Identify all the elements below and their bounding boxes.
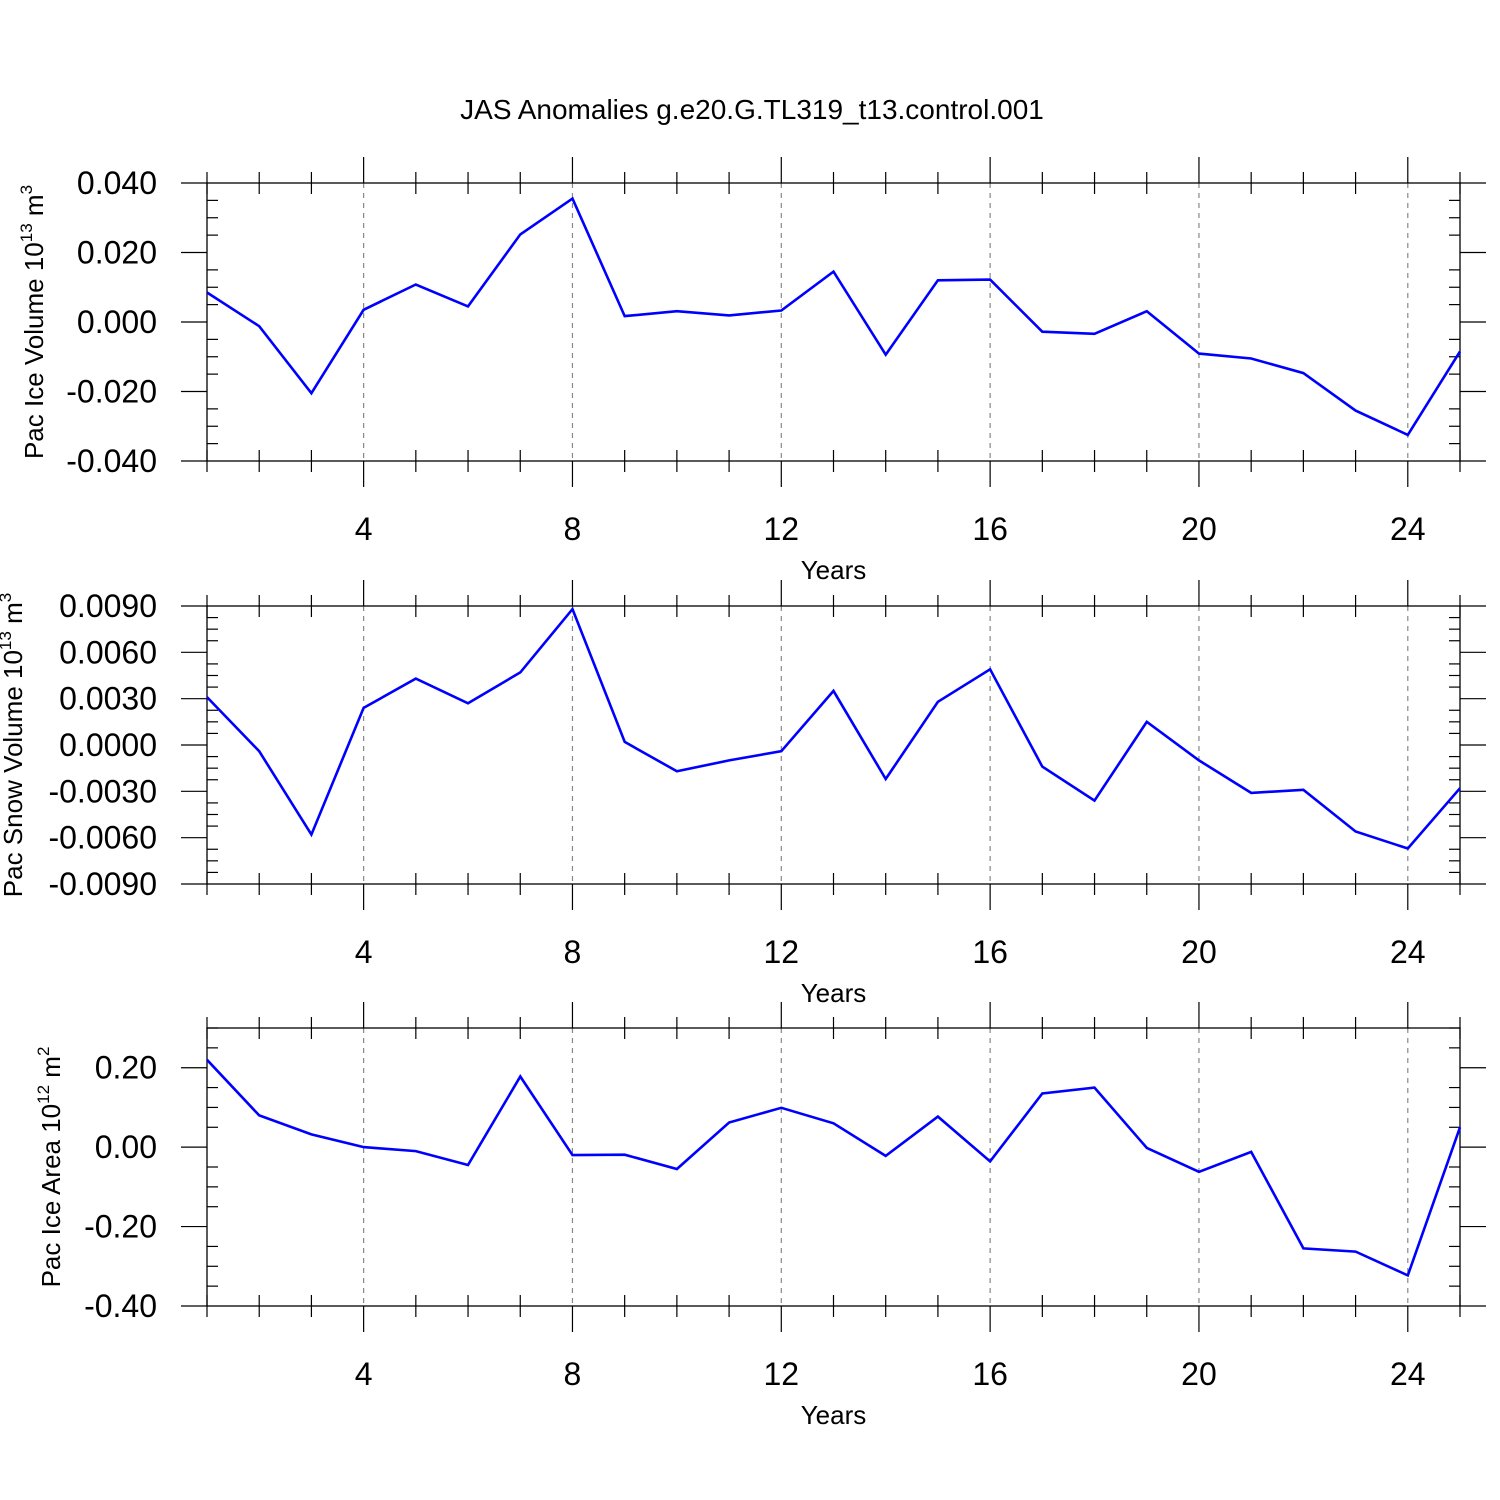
y-tick-label: 0.0090 — [59, 588, 157, 624]
y-axis-label: Pac Ice Volume 1013 m3 — [17, 185, 49, 459]
x-tick-label: 20 — [1181, 934, 1217, 970]
series-line — [206, 606, 1461, 851]
plot-frame — [206, 182, 1461, 462]
y-tick-label: 0.20 — [95, 1050, 157, 1086]
y-tick-label: -0.40 — [84, 1288, 157, 1324]
x-tick-label: 8 — [564, 934, 582, 970]
panel-2: -0.0090 -0.0060 -0.0030 0.0000 0.0030 0.0060 0… — [0, 580, 1486, 1008]
series-line — [206, 196, 1462, 437]
y-tick-label: 0.000 — [77, 304, 157, 340]
x-tick-label: 20 — [1181, 1356, 1217, 1392]
y-tick-label: -0.040 — [66, 443, 157, 479]
x-tick-label: 12 — [763, 511, 799, 547]
x-tick-label: 24 — [1390, 511, 1426, 547]
x-tick-label: 24 — [1390, 934, 1426, 970]
y-tick-label: 0.00 — [95, 1129, 157, 1165]
y-axis-label: Pac Ice Area 1012 m2 — [34, 1047, 66, 1288]
chart-title: JAS Anomalies g.e20.G.TL319_t13.control.… — [460, 94, 1044, 125]
x-tick-label: 8 — [564, 1356, 582, 1392]
y-tick-label: -0.0090 — [48, 866, 157, 902]
y-tick-label: -0.0030 — [48, 773, 157, 809]
panel-1: -0.040 -0.020 0.000 0.020 0.040 4 8 12 16 20 24 Yea… — [17, 157, 1486, 585]
x-tick-label: 24 — [1390, 1356, 1426, 1392]
x-tick-label: 16 — [972, 934, 1008, 970]
x-tick-label: 16 — [972, 511, 1008, 547]
y-tick-label: -0.020 — [66, 374, 157, 410]
panel-3: -0.40 -0.20 0.00 0.20 4 8 12 16 20 24 Years Pac Ice… — [34, 1002, 1486, 1430]
y-tick-label: 0.0060 — [59, 634, 157, 670]
x-tick-label: 12 — [763, 1356, 799, 1392]
y-tick-label: -0.0060 — [48, 820, 157, 856]
y-tick-label: -0.20 — [84, 1209, 157, 1245]
plot-frame — [206, 605, 1461, 885]
x-tick-label: 4 — [355, 1356, 373, 1392]
x-tick-label: 20 — [1181, 511, 1217, 547]
y-tick-label: 0.0030 — [59, 681, 157, 717]
x-axis-label: Years — [801, 978, 867, 1008]
x-tick-label: 4 — [355, 511, 373, 547]
y-axis-label: Pac Snow Volume 1013 m3 — [0, 593, 28, 897]
series-line — [206, 1058, 1462, 1278]
x-axis-label: Years — [801, 555, 867, 585]
x-tick-label: 8 — [564, 511, 582, 547]
y-tick-label: 0.040 — [77, 165, 157, 201]
x-tick-label: 4 — [355, 934, 373, 970]
y-tick-label: 0.020 — [77, 235, 157, 271]
x-axis-label: Years — [801, 1400, 867, 1430]
plot-frame — [206, 1027, 1461, 1307]
y-tick-label: 0.0000 — [59, 727, 157, 763]
x-tick-label: 12 — [763, 934, 799, 970]
x-tick-label: 16 — [972, 1356, 1008, 1392]
